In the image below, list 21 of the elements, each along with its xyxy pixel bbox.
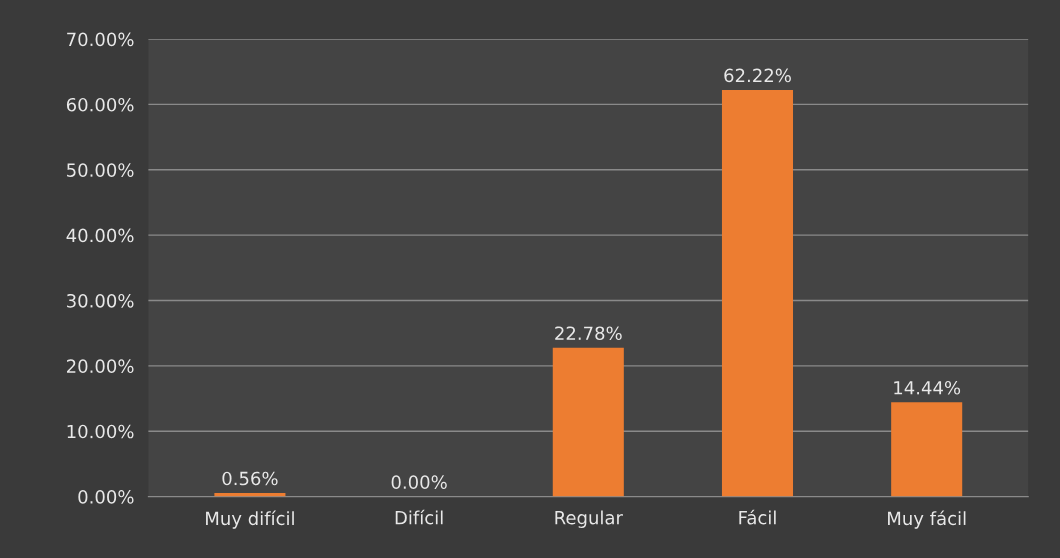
y-tick-label: 40.00%: [66, 228, 134, 243]
data-label: 62.22%: [724, 68, 791, 83]
y-tick-label: 0.00%: [78, 490, 134, 504]
y-tick-label: 50.00%: [67, 163, 134, 177]
data-label: 0.56%: [222, 471, 278, 486]
y-tick-label: 70.00%: [67, 32, 134, 47]
data-label: 22.78%: [555, 326, 622, 341]
x-tick-label: Difícil: [395, 509, 443, 525]
y-tick-label: 10.00%: [67, 424, 134, 439]
x-tick-label: Fácil: [739, 509, 776, 525]
y-tick-label: 60.00%: [66, 97, 134, 112]
x-tick-label: Regular: [555, 510, 623, 528]
bar: [721, 89, 794, 497]
x-tick-label: Muy fácil: [888, 510, 966, 529]
bar: [552, 347, 624, 497]
y-tick-label: 30.00%: [67, 293, 134, 308]
data-label: 0.00%: [391, 475, 447, 489]
bar: [891, 402, 963, 497]
x-tick-label: Muy difícil: [206, 510, 294, 529]
data-label: 14.44%: [894, 380, 961, 395]
y-tick-label: 20.00%: [66, 359, 134, 373]
